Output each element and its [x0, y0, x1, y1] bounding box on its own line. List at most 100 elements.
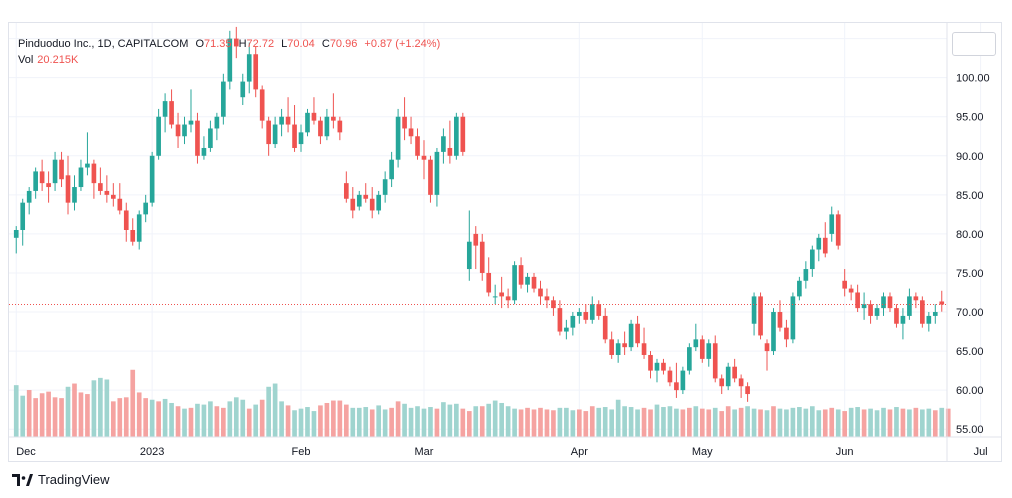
candle-body: [505, 296, 511, 301]
volume-bar: [266, 386, 271, 437]
volume-bar: [149, 399, 155, 437]
price-tick-label: 90.00: [956, 151, 984, 163]
volume-bar: [285, 405, 291, 437]
volume-bar: [441, 402, 446, 437]
volume-bar: [33, 398, 38, 437]
volume-bar: [169, 402, 174, 437]
candle-body: [233, 38, 239, 47]
volume-bar: [939, 407, 945, 437]
volume-bar: [123, 397, 129, 437]
time-tick-label: May: [692, 446, 713, 458]
candle-body: [667, 370, 673, 383]
volume-bar: [589, 406, 595, 437]
volume-bar: [201, 404, 207, 437]
candle-body: [551, 300, 556, 309]
volume-bar: [298, 408, 304, 437]
candle-body: [182, 124, 187, 137]
candle-body: [279, 116, 284, 125]
tradingview-brand[interactable]: TradingView: [12, 472, 110, 487]
volume-bar: [525, 407, 530, 437]
volume-bar: [486, 403, 492, 437]
volume-bar: [835, 409, 841, 437]
volume-bar: [279, 401, 284, 437]
candle-body: [33, 171, 38, 191]
candle-body: [26, 190, 32, 203]
candle-body: [162, 101, 168, 117]
candle-body: [881, 296, 886, 309]
candle-body: [907, 296, 912, 316]
candle-body: [674, 382, 679, 391]
volume-bar: [738, 407, 744, 437]
candle-body: [784, 327, 789, 340]
candle-body: [570, 315, 576, 328]
volume-bar: [318, 405, 323, 437]
candle-body: [732, 366, 737, 379]
volume-bar: [473, 406, 479, 437]
candle-body: [499, 292, 504, 297]
candle-body: [350, 198, 356, 211]
symbol-label: Pinduoduo Inc., 1D, CAPITALCOM: [18, 38, 189, 50]
candle-body: [454, 116, 459, 156]
high-value: 72.72: [246, 38, 275, 50]
candle-body: [797, 280, 802, 297]
candle-body: [91, 163, 97, 184]
time-tick-label: Apr: [571, 446, 588, 458]
volume-bar: [945, 408, 951, 437]
price-scale-control[interactable]: [952, 32, 996, 56]
volume-bar: [460, 408, 466, 437]
ohlc-legend: Pinduoduo Inc., 1D, CAPITALCOM O71.35 H7…: [18, 36, 440, 52]
time-tick-label: Mar: [415, 446, 434, 458]
volume-bar: [719, 411, 725, 437]
volume-bar: [551, 410, 556, 437]
candle-body: [59, 159, 64, 180]
volume-legend: Vol 20.215K: [18, 52, 78, 68]
volume-bar: [920, 409, 925, 437]
candle-body: [758, 296, 763, 336]
candle-body: [602, 315, 608, 340]
candle-body: [389, 159, 394, 180]
candle-body: [356, 194, 362, 207]
candle-body: [395, 116, 401, 160]
high-key: H: [238, 38, 247, 50]
volume-bar: [784, 409, 789, 437]
volume-bar: [13, 385, 19, 437]
volume-bar: [214, 406, 220, 437]
volume-bar: [764, 410, 770, 437]
price-tick-label: 100.00: [956, 73, 990, 85]
candle-body: [363, 194, 369, 199]
volume-bar: [143, 398, 149, 437]
candle-body: [654, 362, 660, 371]
candle-body: [693, 339, 699, 348]
candle-body: [628, 323, 634, 348]
price-axis: 105.00100.0095.0090.0085.0080.0075.0070.…: [956, 34, 990, 437]
candle-body: [227, 38, 233, 82]
volume-bar: [881, 407, 886, 437]
volume-bar: [46, 391, 51, 437]
volume-bar: [531, 409, 537, 437]
tradingview-logo-icon: [12, 473, 33, 486]
time-tick-label: Dec: [16, 446, 36, 458]
volume-bar: [233, 397, 239, 437]
candle-body: [861, 304, 867, 309]
time-tick-label: Feb: [292, 446, 311, 458]
volume-bar: [564, 407, 569, 437]
candle-body: [816, 237, 822, 250]
price-tick-label: 80.00: [956, 229, 984, 241]
candle-body: [123, 210, 129, 230]
candle-body: [932, 312, 938, 316]
volume-bar: [408, 407, 414, 437]
candle-body: [648, 354, 653, 371]
volume-bar: [855, 407, 860, 437]
candle-body: [221, 81, 226, 117]
volume-bar: [622, 406, 627, 437]
volume-bar: [162, 398, 168, 437]
volume-bar: [648, 409, 653, 437]
candle-body: [311, 112, 317, 121]
candle-body: [195, 120, 200, 156]
volume-bar: [337, 400, 343, 437]
close-value: 70.96: [329, 38, 358, 50]
time-tick-label: Jun: [836, 446, 854, 458]
volume-bar: [292, 410, 297, 437]
candle-body: [887, 296, 893, 309]
